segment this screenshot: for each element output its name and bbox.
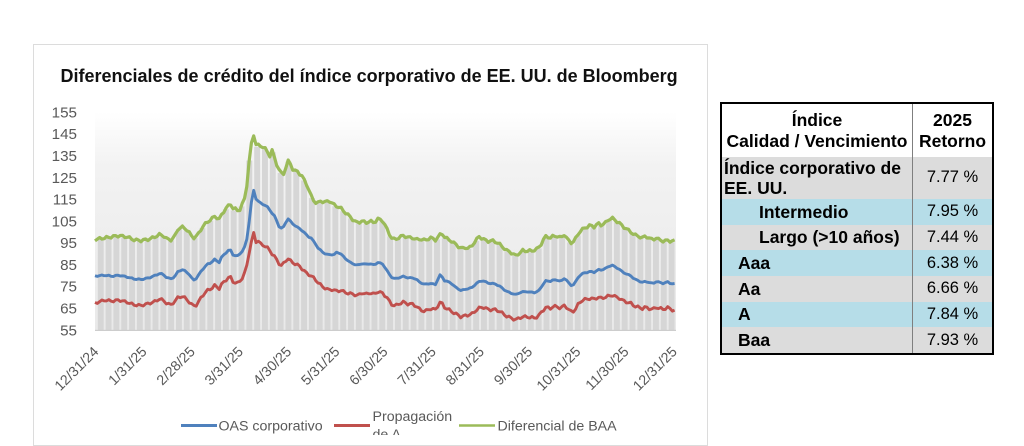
svg-text:85: 85 bbox=[60, 257, 77, 274]
svg-text:155: 155 bbox=[52, 104, 77, 121]
svg-text:4/30/25: 4/30/25 bbox=[250, 344, 295, 389]
svg-text:12/31/24: 12/31/24 bbox=[52, 344, 102, 394]
svg-text:Propagación: Propagación bbox=[373, 409, 453, 425]
svg-text:75: 75 bbox=[60, 279, 77, 296]
svg-text:5/31/25: 5/31/25 bbox=[298, 344, 343, 389]
svg-text:125: 125 bbox=[52, 170, 77, 187]
svg-text:1/31/25: 1/31/25 bbox=[106, 344, 151, 389]
svg-text:95: 95 bbox=[60, 235, 77, 252]
svg-text:115: 115 bbox=[53, 192, 77, 209]
svg-text:7/31/25: 7/31/25 bbox=[395, 344, 440, 389]
svg-text:55: 55 bbox=[60, 322, 77, 339]
svg-text:OAS corporativo: OAS corporativo bbox=[219, 419, 323, 435]
svg-text:10/31/25: 10/31/25 bbox=[534, 344, 584, 394]
svg-text:105: 105 bbox=[52, 213, 77, 230]
svg-text:65: 65 bbox=[60, 301, 77, 318]
svg-text:135: 135 bbox=[52, 148, 77, 165]
svg-text:3/31/25: 3/31/25 bbox=[202, 344, 247, 389]
svg-text:12/31/25: 12/31/25 bbox=[630, 344, 680, 394]
svg-text:145: 145 bbox=[52, 126, 77, 143]
svg-text:8/31/25: 8/31/25 bbox=[443, 344, 488, 389]
svg-text:6/30/25: 6/30/25 bbox=[347, 344, 392, 389]
svg-text:9/30/25: 9/30/25 bbox=[491, 344, 536, 389]
svg-text:2/28/25: 2/28/25 bbox=[154, 344, 199, 389]
svg-text:11/30/25: 11/30/25 bbox=[583, 344, 633, 394]
svg-text:de A: de A bbox=[373, 427, 402, 435]
svg-text:Diferencial de BAA: Diferencial de BAA bbox=[498, 419, 618, 435]
